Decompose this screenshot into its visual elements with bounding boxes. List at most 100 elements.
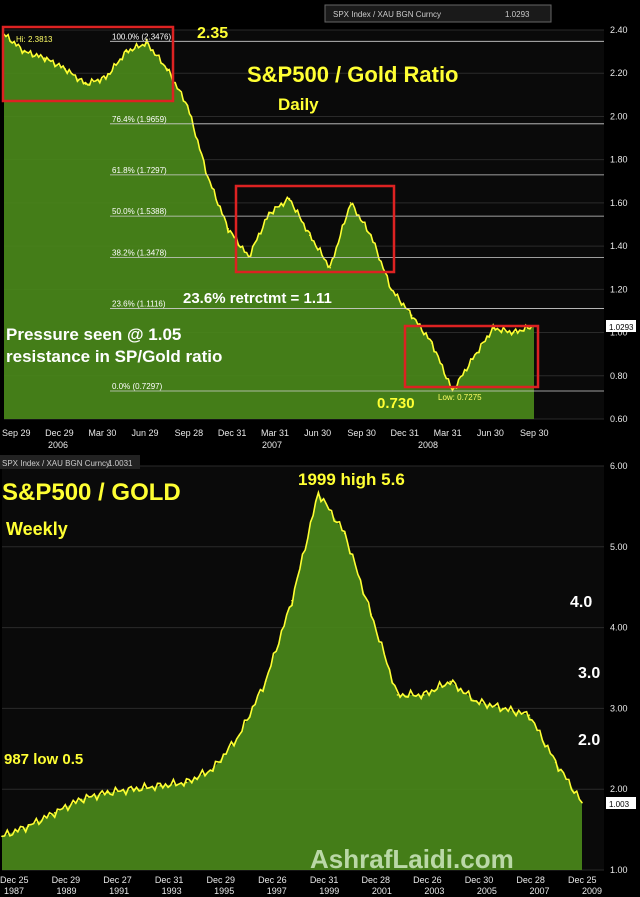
- x-tick-label: Dec 31: [391, 428, 420, 438]
- data-point: [410, 314, 413, 317]
- data-point: [329, 266, 331, 269]
- x-tick-label: Mar 31: [434, 428, 462, 438]
- axis-note-3: 3.0: [578, 665, 600, 682]
- year-label: 2007: [529, 886, 549, 896]
- fib-level-label: 61.8% (1.7297): [112, 166, 167, 175]
- top-left-highlight-box: [1, 25, 175, 103]
- x-tick-label: Dec 25: [0, 875, 29, 885]
- data-point: [431, 342, 433, 345]
- data-point: [80, 798, 82, 801]
- data-point: [159, 785, 161, 787]
- fib-level-label: 38.2% (1.3478): [112, 248, 167, 257]
- axis-note-2: 2.0: [578, 732, 600, 749]
- data-point: [84, 83, 87, 85]
- year-label: 1997: [267, 886, 287, 896]
- x-tick-label: Sep 28: [175, 428, 204, 438]
- low-small-label: Low: 0.7275: [438, 393, 482, 402]
- top-chart-subtitle: Daily: [278, 95, 319, 114]
- x-tick-label: Dec 27: [103, 875, 132, 885]
- daily-ratio-chart: 100.0% (2.3476) 76.4% (1.9659) 61.8% (1.72…: [1, 4, 636, 450]
- y-tick-label: 1.40: [610, 241, 628, 251]
- top-header-label: SPX Index / XAU BGN Curncy: [333, 10, 441, 19]
- bottom-header-value: 1.0031: [108, 459, 133, 468]
- high-small-label: Hi: 2.3813: [16, 35, 53, 44]
- data-point: [106, 791, 109, 794]
- fib-level-label: 50.0% (1.5388): [112, 207, 167, 216]
- data-point: [492, 327, 495, 330]
- year-label: 2005: [477, 886, 497, 896]
- data-point: [133, 788, 135, 790]
- watermark: AshrafLaidi.com: [310, 844, 514, 874]
- data-point: [212, 768, 214, 770]
- bottom-chart-subtitle: Weekly: [6, 519, 68, 539]
- y-tick-label: 6.00: [610, 461, 628, 471]
- fib-level-label: 0.0% (0.7297): [112, 382, 163, 391]
- y-tick-label: 1.00: [610, 865, 628, 875]
- y-tick-label: 2.00: [610, 111, 628, 121]
- data-point: [349, 202, 352, 204]
- fib-level-label: 76.4% (1.9659): [112, 115, 167, 124]
- y-tick-label: 1.20: [610, 284, 628, 294]
- year-label: 2009: [582, 886, 602, 896]
- year-label: 1991: [109, 886, 129, 896]
- data-point: [185, 781, 188, 784]
- low-label: 0.730: [377, 395, 415, 412]
- data-point: [53, 811, 56, 814]
- data-point: [43, 57, 46, 59]
- high-note: 1999 high 5.6: [298, 470, 405, 489]
- x-tick-label: Dec 31: [155, 875, 184, 885]
- data-point: [264, 680, 267, 683]
- y-tick-label: 2.20: [610, 68, 628, 78]
- y-tick-label: 1.00: [610, 328, 628, 338]
- fib-level-label: 100.0% (2.3476): [112, 32, 171, 41]
- x-tick-label: Dec 31: [310, 875, 339, 885]
- data-point: [227, 228, 230, 230]
- x-tick-label: Dec 26: [413, 875, 442, 885]
- low-note: 987 low 0.5: [4, 751, 83, 768]
- y-tick-label: 4.00: [610, 623, 628, 633]
- data-point: [472, 357, 474, 360]
- year-label: 2006: [48, 440, 68, 450]
- data-point: [317, 492, 320, 494]
- bottom-last-value: 1.003: [609, 800, 630, 809]
- x-tick-label: Sep 30: [520, 428, 549, 438]
- x-tick-label: Dec 31: [218, 428, 247, 438]
- x-tick-label: Dec 28: [516, 875, 545, 885]
- data-point: [288, 197, 291, 200]
- top-last-value-marker: [606, 320, 636, 332]
- x-tick-label: Dec 29: [207, 875, 236, 885]
- top-header-box: [324, 4, 552, 23]
- x-tick-label: Jun 29: [132, 428, 159, 438]
- x-tick-label: Dec 29: [45, 428, 74, 438]
- x-tick-label: Sep 30: [347, 428, 376, 438]
- data-point: [291, 599, 293, 602]
- data-point: [528, 714, 531, 716]
- retracement-note: 23.6% retrctmt = 1.11: [183, 290, 332, 307]
- year-label: 2001: [372, 886, 392, 896]
- year-label: 1989: [57, 886, 77, 896]
- y-tick-label: 1.60: [610, 198, 628, 208]
- data-point: [396, 694, 399, 696]
- ratio-series-line: [1, 489, 583, 838]
- x-tick-label: Jun 30: [304, 428, 331, 438]
- daily-ratio-svg: 100.0% (2.3476) 76.4% (1.9659) 61.8% (1.72…: [1, 4, 636, 450]
- year-label: 1993: [162, 886, 182, 896]
- data-point: [1, 835, 3, 838]
- data-point: [370, 234, 372, 237]
- weekly-ratio-svg: 6.00 5.00 4.00 3.00 2.00 1.00 Dec 25 Dec 29 Dec…: [0, 452, 640, 897]
- data-point: [238, 734, 241, 737]
- x-tick-label: Dec 26: [258, 875, 287, 885]
- y-tick-label: 1.80: [610, 155, 628, 165]
- data-point: [423, 694, 425, 696]
- y-tick-label: 2.40: [610, 25, 628, 35]
- x-tick-label: Dec 29: [52, 875, 81, 885]
- x-tick-label: Dec 30: [465, 875, 494, 885]
- x-tick-label: Sep 29: [2, 428, 31, 438]
- data-point: [343, 532, 346, 535]
- y-tick-label: 0.80: [610, 371, 628, 381]
- x-tick-label: Jun 30: [477, 428, 504, 438]
- top-last-value: 1.0293: [609, 323, 634, 332]
- top-header-value: 1.0293: [505, 10, 530, 19]
- top-chart-title: S&P500 / Gold Ratio: [247, 62, 459, 87]
- data-point: [512, 331, 515, 334]
